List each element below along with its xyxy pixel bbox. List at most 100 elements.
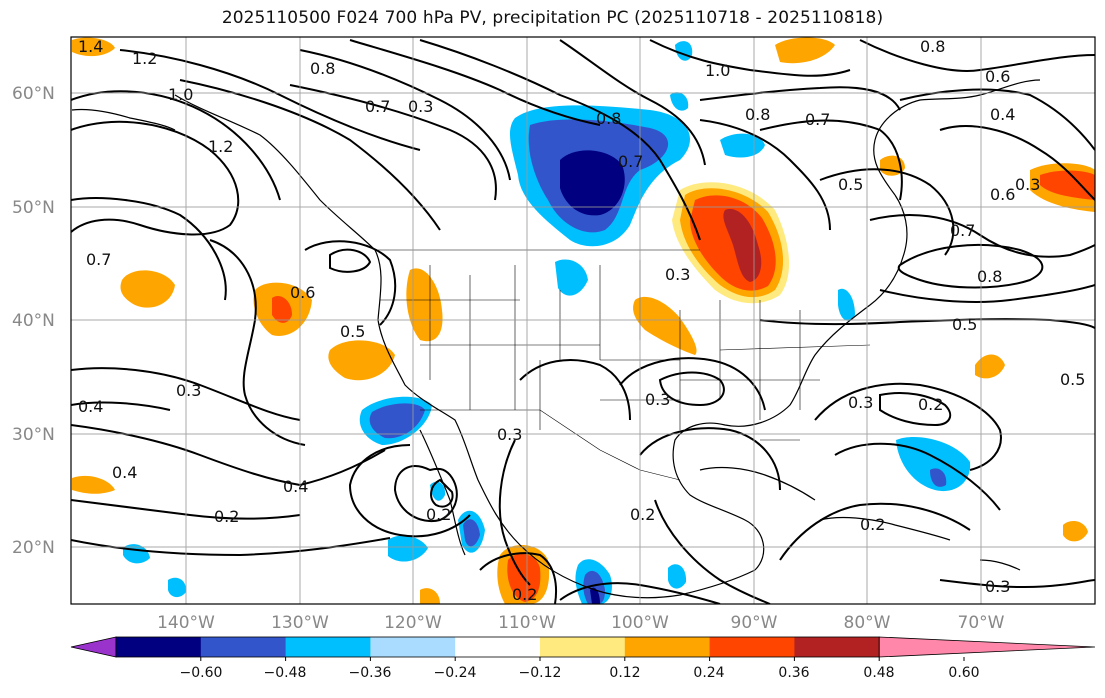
positive-anomaly-region xyxy=(975,354,1005,379)
colorbar-segment xyxy=(455,637,541,657)
graticule xyxy=(71,37,1095,604)
contour-label: 0.2 xyxy=(630,505,655,524)
contour-label: 0.7 xyxy=(86,250,111,269)
contour-label: 0.8 xyxy=(920,37,945,56)
negative-anomaly-region xyxy=(555,259,588,296)
political-borders xyxy=(378,249,871,481)
colorbar-tick-label: −0.12 xyxy=(519,665,562,681)
colorbar-tick-label: −0.36 xyxy=(349,665,392,681)
contour-label: 0.2 xyxy=(426,505,451,524)
negative-anomaly-region xyxy=(463,519,480,547)
contour-label: 0.2 xyxy=(214,507,239,526)
colorbar-frame xyxy=(115,636,880,658)
contour-label: 0.7 xyxy=(365,97,390,116)
lat-label: 50°N xyxy=(12,198,55,218)
contour-label: 0.3 xyxy=(408,97,433,116)
lon-label: 110°W xyxy=(498,613,556,633)
colorbar-tick-label: 0.12 xyxy=(609,665,640,681)
colorbar-tick-label: −0.24 xyxy=(434,665,477,681)
lon-label: 140°W xyxy=(157,613,215,633)
colorbar-tick-label: 0.60 xyxy=(948,665,979,681)
negative-anomaly-region xyxy=(369,403,425,439)
negative-anomaly-region xyxy=(560,150,625,216)
positive-anomaly-region xyxy=(775,37,835,64)
negative-anomaly-region xyxy=(930,468,947,487)
lat-label: 60°N xyxy=(12,84,55,104)
colorbar: −0.60 −0.48 −0.36 −0.24 −0.12 0.12 0.24 … xyxy=(70,636,1096,681)
colorbar-segment xyxy=(540,637,626,657)
colorbar-tick-label: −0.48 xyxy=(264,665,307,681)
lat-label: 20°N xyxy=(12,538,55,558)
contour-labels: 1.4 1.2 1.0 0.8 0.7 0.3 0.8 0.7 1.0 0.8 … xyxy=(78,37,1085,604)
colorbar-segment xyxy=(285,637,371,657)
positive-anomaly-region xyxy=(723,209,762,282)
colorbar-tick-label: −0.60 xyxy=(180,665,223,681)
colorbar-tick-label: 0.48 xyxy=(863,665,894,681)
contour-label: 0.8 xyxy=(745,105,770,124)
contour-label: 0.3 xyxy=(1015,175,1040,194)
positive-anomaly-region xyxy=(120,270,175,308)
map-title: 2025110500 F024 700 hPa PV, precipitatio… xyxy=(221,8,884,28)
colorbar-tick-label: 0.24 xyxy=(693,665,724,681)
colorbar-tick-label: 0.36 xyxy=(778,665,809,681)
contour-label: 0.3 xyxy=(985,577,1010,596)
negative-anomaly-region xyxy=(388,535,428,562)
positive-anomaly-region xyxy=(1040,170,1095,200)
positive-anomaly-region xyxy=(328,340,395,381)
lon-label: 90°W xyxy=(731,613,778,633)
contour-label: 0.7 xyxy=(950,221,975,240)
contour-label: 0.5 xyxy=(340,322,365,341)
positive-anomaly-region xyxy=(72,37,115,57)
contour-label: 0.7 xyxy=(805,110,830,129)
colorbar-segment xyxy=(709,637,795,657)
positive-anomaly-region xyxy=(633,296,697,355)
latitude-labels: 60°N 50°N 40°N 30°N 20°N xyxy=(12,84,55,558)
lon-label: 120°W xyxy=(384,613,442,633)
positive-anomaly-region xyxy=(420,588,440,604)
contour-label: 0.2 xyxy=(860,515,885,534)
longitude-labels: 140°W 130°W 120°W 110°W 100°W 90°W 80°W … xyxy=(157,613,1005,633)
contour-label: 0.7 xyxy=(618,152,643,171)
contour-label: 1.0 xyxy=(168,85,193,104)
lon-label: 100°W xyxy=(611,613,669,633)
colorbar-segment xyxy=(794,637,880,657)
contour-label: 0.8 xyxy=(310,59,335,78)
colorbar-segment xyxy=(200,637,287,657)
contour-label: 0.5 xyxy=(838,175,863,194)
contour-label: 1.4 xyxy=(78,37,103,56)
contour-label: 0.4 xyxy=(78,397,103,416)
negative-anomaly-region xyxy=(670,92,689,111)
colorbar-segment xyxy=(878,636,1096,658)
coastlines xyxy=(71,79,1041,599)
colorbar-segment xyxy=(624,637,711,657)
positive-anomaly-region xyxy=(406,268,443,342)
contour-label: 1.2 xyxy=(132,49,157,68)
pv-contours xyxy=(71,39,1095,604)
contour-label: 0.2 xyxy=(918,395,943,414)
contour-label: 0.6 xyxy=(990,185,1015,204)
contour-label: 0.8 xyxy=(977,267,1002,286)
colorbar-segment xyxy=(370,637,456,657)
contour-label: 0.4 xyxy=(283,477,308,496)
positive-anomaly-region xyxy=(72,475,115,494)
contour-label: 1.0 xyxy=(705,61,730,80)
lon-label: 130°W xyxy=(271,613,329,633)
contour-label: 0.3 xyxy=(645,390,670,409)
contour-label: 0.3 xyxy=(848,393,873,412)
contour-label: 0.4 xyxy=(990,105,1015,124)
contour-label: 0.6 xyxy=(290,283,315,302)
colorbar-segment xyxy=(70,636,117,658)
positive-anomaly-region xyxy=(272,295,292,323)
contour-label: 0.2 xyxy=(512,585,537,604)
lon-label: 70°W xyxy=(958,613,1005,633)
contour-label: 0.3 xyxy=(497,425,522,444)
negative-anomaly-region xyxy=(668,564,687,589)
contour-label: 1.2 xyxy=(208,137,233,156)
negative-anomaly-region xyxy=(590,587,600,604)
negative-anomaly-region xyxy=(583,570,605,604)
map-panel: 1.4 1.2 1.0 0.8 0.7 0.3 0.8 0.7 1.0 0.8 … xyxy=(71,37,1095,604)
contour-label: 0.8 xyxy=(596,109,621,128)
positive-anomaly-region xyxy=(1063,520,1088,542)
colorbar-segment xyxy=(116,637,202,657)
